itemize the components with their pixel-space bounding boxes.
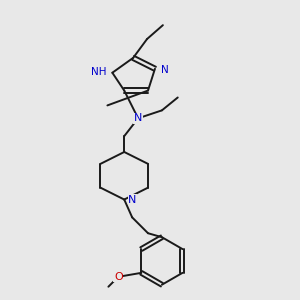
Text: O: O <box>114 272 123 282</box>
Text: NH: NH <box>91 67 106 77</box>
Text: N: N <box>128 194 136 205</box>
Text: O: O <box>114 272 123 282</box>
Text: N: N <box>161 65 169 75</box>
Text: N: N <box>134 113 142 123</box>
Text: N: N <box>134 113 142 123</box>
Text: NH: NH <box>91 67 106 77</box>
Text: N: N <box>128 194 136 205</box>
Text: N: N <box>161 65 169 75</box>
